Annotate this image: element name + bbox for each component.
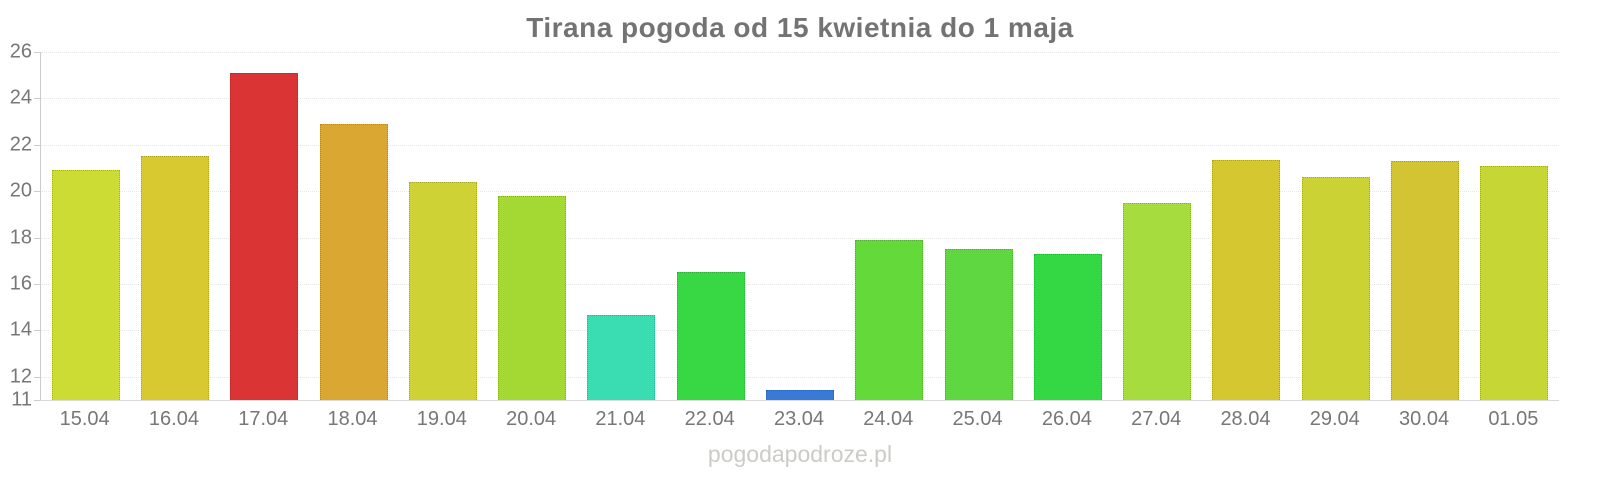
y-axis-tick-label: 20 [9,179,32,202]
gridline [41,52,1559,53]
bar-15.04[interactable] [51,170,120,400]
x-axis-label: 24.04 [863,408,914,430]
y-axis-tick-label: 12 [9,365,32,388]
bar-21.04[interactable] [587,315,656,400]
y-axis-tick [34,98,40,100]
gridline [41,191,1559,193]
y-axis-tick [34,52,40,53]
y-axis-tick [34,400,40,401]
bar-30.04[interactable] [1391,161,1460,400]
x-axis-label: 30.04 [1399,408,1450,430]
y-axis-tick-label: 24 [9,86,32,109]
x-axis-label: 19.04 [416,408,467,430]
y-axis-tick [34,376,40,378]
x-axis-label: 20.04 [506,408,557,430]
x-axis-label: 18.04 [327,408,378,430]
x-axis-label: 21.04 [595,408,646,430]
x-axis-label: 25.04 [952,408,1003,430]
x-axis-label: 22.04 [684,408,735,430]
bar-01.05[interactable] [1480,165,1549,400]
bar-18.04[interactable] [319,123,388,400]
x-axis-label: 27.04 [1131,408,1182,430]
bar-17.04[interactable] [230,72,299,400]
x-axis-label: 23.04 [773,408,825,430]
bar-20.04[interactable] [498,195,567,400]
bar-26.04[interactable] [1033,253,1102,400]
y-axis-tick-label: 14 [9,318,32,341]
gridline [41,284,1559,285]
gridline [41,330,1559,332]
y-axis-tick [34,144,40,146]
chart-title: Tirana pogoda od 15 kwietnia do 1 maja [526,12,1074,43]
bar-22.04[interactable] [676,272,745,400]
bar-24.04[interactable] [855,239,924,400]
bar-29.04[interactable] [1301,177,1370,400]
x-axis-label: 29.04 [1309,408,1360,430]
bar-27.04[interactable] [1123,202,1192,400]
y-axis-tick-label: 16 [9,272,32,295]
x-axis-label: 26.04 [1041,408,1092,430]
y-axis-tick-label: 11 [11,388,32,411]
bar-25.04[interactable] [944,249,1013,400]
gridline [41,98,1559,100]
x-axis-label: 15.04 [59,408,110,430]
gridline [41,144,1559,146]
x-axis-label: 28.04 [1220,408,1271,430]
watermark: pogodapodroze.pl [707,441,893,467]
x-axis-label: 01.05 [1488,408,1539,430]
y-axis-tick [34,237,40,239]
y-axis-tick-label: 18 [9,226,32,249]
y-axis-tick-label: 22 [9,133,32,156]
bar-19.04[interactable] [408,181,477,400]
y-axis-tick-label: 26 [9,40,32,63]
x-axis-label: 16.04 [148,408,199,430]
y-axis-tick [34,330,40,332]
x-axis-label: 17.04 [238,408,289,430]
gridline [41,376,1559,378]
y-axis-tick [34,191,40,193]
bar-23.04[interactable] [766,389,834,400]
plot-area [40,52,1559,401]
bar-16.04[interactable] [140,156,209,400]
y-axis-tick [34,284,40,285]
gridline [41,237,1559,239]
bar-28.04[interactable] [1212,159,1281,400]
